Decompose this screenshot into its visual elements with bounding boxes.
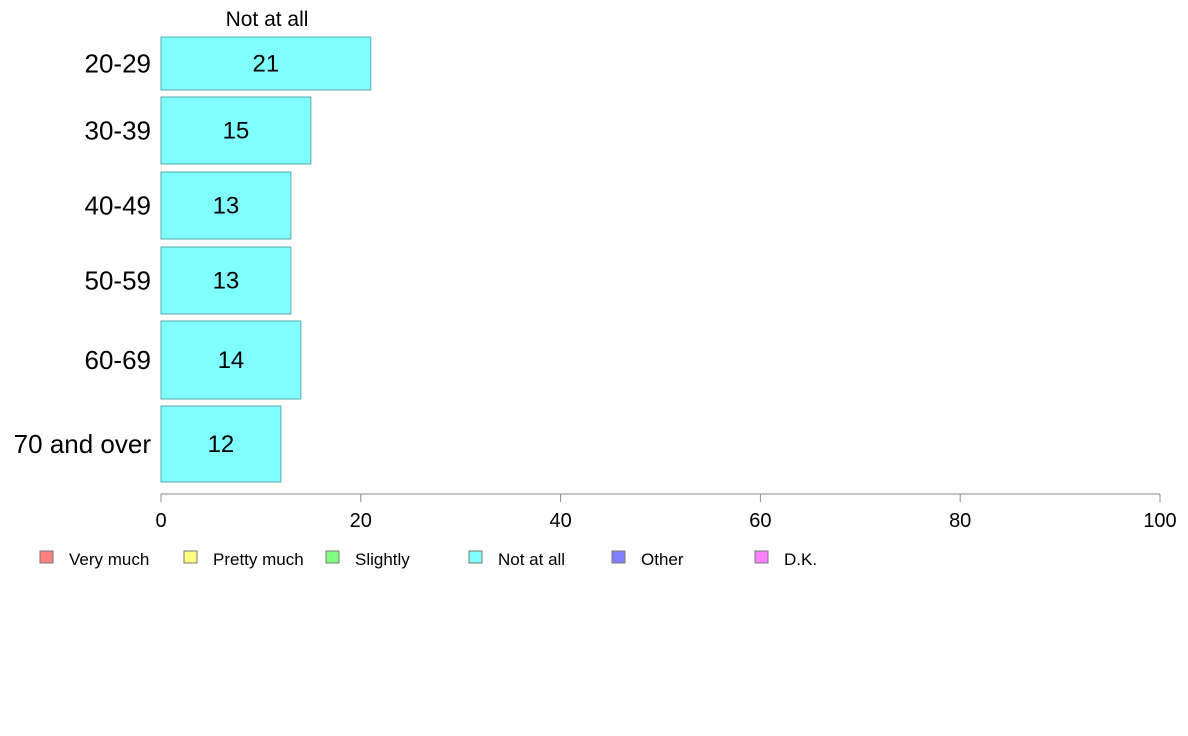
data-label: 14	[218, 347, 245, 374]
legend-swatch	[183, 550, 198, 564]
bars-group: 20-29 21 30-39 15 40-49 13 50-59 13 60-69 14 70 an…	[14, 36, 372, 483]
category-label: 30-39	[85, 116, 152, 146]
legend-swatch	[754, 550, 769, 564]
data-label: 13	[213, 193, 240, 220]
category-label: 50-59	[85, 266, 152, 296]
bar-30-39	[160, 96, 312, 165]
legend-swatch	[611, 550, 626, 564]
x-tick-label: 40	[549, 510, 571, 532]
x-tick-label: 20	[350, 510, 372, 532]
legend-label: Slightly	[355, 550, 410, 569]
x-axis: 0 20 40 60 80 100	[155, 493, 1177, 532]
legend-swatch	[325, 550, 340, 564]
legend-label: D.K.	[784, 550, 817, 569]
x-tick-label: 100	[1143, 510, 1176, 532]
category-label: 60-69	[85, 345, 152, 375]
bar-50-59	[160, 246, 292, 315]
data-label: 15	[223, 118, 250, 145]
series-title: Not at all	[226, 8, 309, 31]
bar-60-69	[160, 320, 302, 400]
data-label: 21	[253, 51, 280, 78]
bar-40-49	[160, 171, 292, 240]
category-label: 20-29	[85, 49, 152, 79]
legend-label: Not at all	[498, 550, 565, 569]
data-label: 13	[213, 268, 240, 295]
category-label: 70 and over	[14, 429, 152, 459]
legend: Very much Pretty much Slightly Not at all Ot…	[39, 550, 817, 569]
x-tick-label: 60	[749, 510, 771, 532]
data-label: 12	[208, 431, 235, 458]
legend-label: Pretty much	[213, 550, 304, 569]
category-label: 40-49	[85, 191, 152, 221]
bar-20-29	[160, 36, 372, 91]
bar-70-and-over	[160, 405, 282, 483]
x-tick-label: 0	[155, 510, 166, 532]
legend-swatch	[39, 550, 54, 564]
legend-swatch	[468, 550, 483, 564]
x-tick-label: 80	[949, 510, 971, 532]
legend-label: Other	[641, 550, 684, 569]
legend-label: Very much	[69, 550, 149, 569]
